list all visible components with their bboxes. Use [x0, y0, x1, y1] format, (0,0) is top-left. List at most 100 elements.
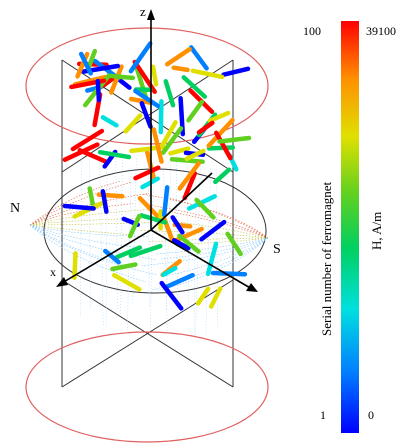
ferromagnet-rod [164, 272, 195, 289]
top-ellipse [25, 27, 269, 145]
ferromagnet-rod [97, 149, 132, 160]
ferromagnet-rod [207, 110, 231, 124]
field-line [99, 159, 104, 326]
ferromagnet-rod [128, 243, 163, 259]
ferromagnet-rod [186, 99, 205, 123]
y-axis-arrow [246, 283, 258, 292]
y-axis-back [150, 172, 213, 231]
z-axis-arrow [147, 9, 155, 20]
ferromagnet-rod [70, 128, 105, 152]
ferromagnet-rod [106, 73, 136, 81]
ferromagnet-rod [128, 41, 153, 74]
ferromagnet-rod [109, 64, 124, 95]
ferromagnet-rod [163, 79, 176, 108]
ferromagnet-rod [170, 215, 185, 235]
ferromagnet-rod [133, 88, 161, 109]
x-axis-arrow [56, 277, 68, 287]
ferromagnet-rod [225, 231, 243, 257]
ferromagnet-rod [210, 270, 248, 277]
colorbar-left-bottom: 1 [320, 408, 326, 422]
ferromagnet-rod [161, 265, 178, 278]
colorbar-left-title: Serial number of ferromagnet [319, 181, 334, 336]
field-line [29, 224, 146, 283]
field-line [29, 224, 157, 261]
ferromagnet-rod [205, 241, 219, 277]
ferromagnet-rod [206, 117, 235, 149]
colorbar-right-top: 39100 [366, 24, 396, 38]
field-line [140, 230, 269, 239]
field-line [163, 237, 269, 277]
ferromagnet-rod [160, 126, 184, 155]
ferromagnet-rod [206, 145, 236, 151]
ferromagnet-rod [150, 64, 159, 87]
field-line [176, 150, 178, 310]
ferromagnet-rod [168, 146, 191, 156]
ferromagnet-rod [95, 78, 102, 103]
ferromagnet-rod [62, 142, 100, 162]
ferromagnet-rod [164, 46, 192, 67]
ferromagnet-rod [181, 75, 208, 99]
ferromagnet-rod [184, 148, 206, 162]
ferromagnet-rod [161, 185, 170, 218]
ferromagnet-rod [72, 251, 78, 280]
ferromagnet-rod [151, 127, 164, 164]
ferromagnet-rod [78, 51, 93, 76]
field-line [148, 237, 269, 243]
ferromagnet-rod [110, 262, 138, 272]
ferromagnet-rod [159, 120, 178, 149]
field-line [186, 159, 190, 310]
x-axis [61, 229, 152, 284]
z-axis-label: z [140, 4, 146, 19]
ferromagnet-rod [111, 272, 142, 292]
ferromagnet-rod [221, 66, 251, 77]
ferromagnet-rod [208, 286, 223, 309]
ferromagnet-rod [188, 45, 209, 71]
field-line [29, 224, 125, 266]
south-pole-label: S [273, 242, 281, 257]
ferromagnet-rod [62, 203, 96, 211]
cylinder-ellipses [25, 27, 269, 443]
ferromagnet-rod [213, 167, 232, 185]
colorbar-gradient [341, 21, 359, 433]
field-line [205, 168, 211, 337]
ferromagnet-rods [62, 41, 252, 311]
ferromagnet-rod [213, 130, 233, 161]
axes [56, 9, 258, 292]
colorbar: 100 1 39100 0 Serial number of ferromagn… [303, 21, 396, 433]
ferromagnet-rod [103, 248, 121, 265]
ferromagnet-rod [139, 101, 153, 129]
bottom-ellipse [25, 331, 269, 443]
ferromagnet-rod [171, 238, 191, 251]
field-line [29, 218, 148, 226]
ferromagnet-rod [177, 233, 201, 254]
ferromagnet-rod [87, 186, 96, 207]
field-line [194, 154, 196, 336]
colorbar-left-top: 100 [303, 24, 321, 38]
ferromagnet-rod [127, 213, 142, 239]
field-line [155, 237, 269, 255]
y-axis [150, 229, 253, 290]
ferromagnet-rod [199, 219, 227, 242]
ferromagnet-rod [140, 176, 160, 190]
ferromagnet-rod [177, 161, 202, 191]
field-line [144, 204, 269, 239]
ferromagnet-rod [133, 165, 161, 181]
ferromagnet-rod [159, 280, 184, 311]
ferromagnet-rod [100, 115, 119, 128]
field-line [29, 181, 132, 226]
ferromagnet-rod [100, 189, 109, 214]
field-line [115, 157, 119, 311]
field-line [147, 154, 150, 306]
ferromagnet-rod [194, 197, 216, 220]
field-line [29, 224, 148, 249]
field-line [160, 219, 269, 239]
field-line [141, 193, 269, 239]
ferromagnet-rod [171, 65, 190, 73]
ferromagnet-rod [158, 99, 164, 135]
field-line [89, 160, 91, 310]
colorbar-right-title: H, A/m [369, 212, 384, 250]
ferromagnet-rod [182, 171, 198, 201]
field-line [80, 155, 82, 317]
ferromagnet-rod [114, 245, 143, 260]
